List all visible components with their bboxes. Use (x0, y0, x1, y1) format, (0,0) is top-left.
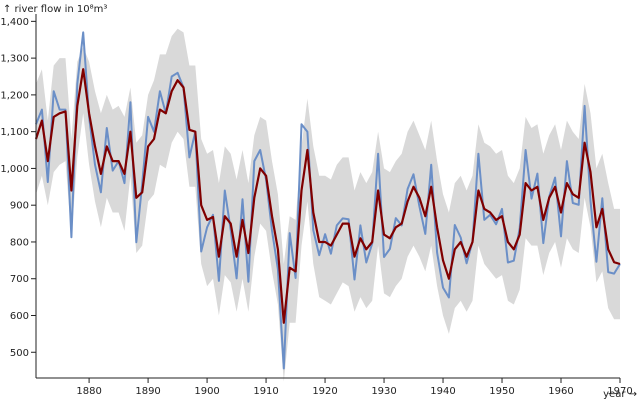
y-axis-label: ↑ river flow in 10⁸m³ (3, 4, 107, 15)
y-tick-label: 600 (10, 311, 29, 322)
x-tick-label: 1890 (135, 386, 160, 397)
y-tick-label: 800 (10, 237, 29, 248)
x-tick-label: 1940 (430, 386, 455, 397)
x-tick-label: 1950 (489, 386, 514, 397)
y-axis-ticks: 500 600 700 800 900 1,000 1,100 1,200 1,300 1,400 (0, 17, 36, 359)
uncertainty-band-layer (36, 28, 620, 382)
uncertainty-band (36, 28, 620, 382)
y-tick-label: 1,200 (0, 90, 29, 101)
y-tick-label: 900 (10, 201, 29, 212)
smoothed-flow-line (34, 68, 621, 324)
x-tick-label: 1900 (194, 386, 219, 397)
x-tick-label: 1960 (548, 386, 573, 397)
x-axis-ticks: 1880 1890 1900 1910 1920 1930 1940 1950 1960 1970 (76, 378, 633, 397)
x-tick-label: 1970 (607, 386, 632, 397)
x-axis-label: year → (603, 389, 637, 400)
series-line-layer (34, 31, 621, 370)
y-tick-label: 1,400 (0, 17, 29, 28)
y-tick-label: 700 (10, 274, 29, 285)
y-tick-label: 1,300 (0, 54, 29, 65)
x-tick-label: 1920 (312, 386, 337, 397)
y-tick-label: 500 (10, 348, 29, 359)
y-tick-label: 1,000 (0, 164, 29, 175)
x-tick-label: 1930 (371, 386, 396, 397)
x-tick-label: 1880 (76, 386, 101, 397)
x-tick-label: 1910 (253, 386, 278, 397)
y-tick-label: 1,100 (0, 127, 29, 138)
